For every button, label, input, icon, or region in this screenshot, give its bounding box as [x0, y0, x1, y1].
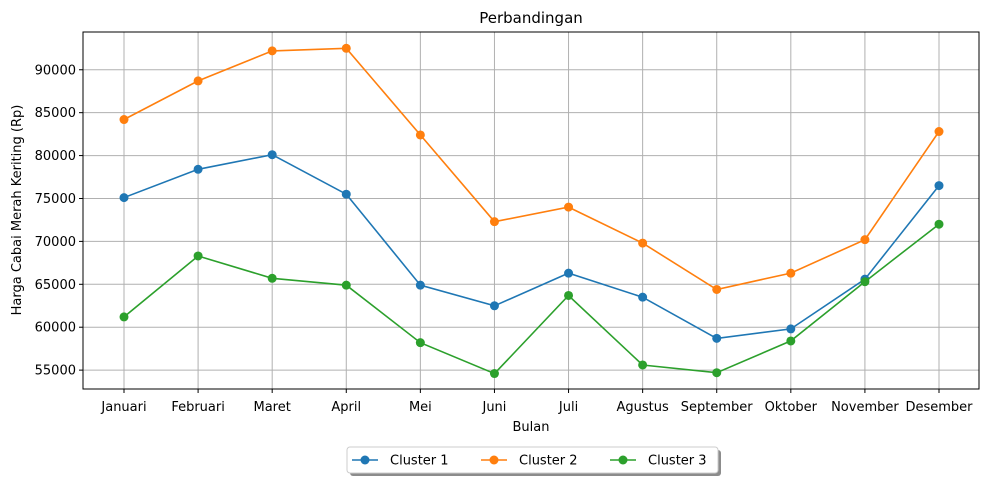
x-tick-label: Juni — [481, 400, 506, 415]
data-point — [193, 164, 203, 174]
data-point — [564, 268, 574, 278]
y-tick-label: 75000 — [35, 192, 76, 207]
chart-title: Perbandingan — [479, 9, 583, 27]
x-tick-label: Oktober — [765, 400, 818, 415]
data-point — [489, 217, 499, 227]
data-point — [341, 189, 351, 199]
y-axis-label: Harga Cabai Merah Keriting (Rp) — [10, 105, 25, 316]
data-point — [860, 277, 870, 287]
x-tick-label: Januari — [100, 400, 146, 415]
legend-items: Cluster 1 Cluster 2 Cluster 3 — [352, 454, 707, 469]
data-point — [489, 301, 499, 311]
legend-marker — [489, 455, 499, 465]
y-tick-label: 65000 — [35, 278, 76, 293]
x-tick-label: Desember — [905, 400, 973, 415]
y-tick-label: 55000 — [35, 364, 76, 379]
data-point — [415, 130, 425, 140]
grid-lines — [83, 32, 979, 389]
data-point — [934, 181, 944, 191]
data-point — [786, 324, 796, 334]
y-axis-ticks: 55000 60000 65000 70000 75000 80000 85000 90000 — [35, 63, 83, 379]
data-point — [786, 268, 796, 278]
y-tick-label: 85000 — [35, 106, 76, 121]
legend-entry: Cluster 1 — [352, 454, 449, 469]
legend-marker — [360, 455, 370, 465]
data-point — [341, 43, 351, 53]
series-group — [119, 43, 944, 379]
data-point — [712, 284, 722, 294]
x-tick-label: September — [681, 400, 754, 415]
data-point — [119, 115, 129, 125]
data-point — [638, 238, 648, 248]
x-tick-label: Juli — [558, 400, 578, 415]
y-tick-label: 90000 — [35, 63, 76, 78]
data-point — [564, 290, 574, 300]
data-point — [267, 46, 277, 56]
data-point — [564, 202, 574, 212]
legend: Cluster 1 Cluster 2 Cluster 3 — [346, 446, 721, 476]
y-tick-label: 70000 — [35, 235, 76, 250]
legend-label: Cluster 2 — [519, 454, 578, 469]
data-point — [934, 127, 944, 137]
x-tick-label: Agustus — [616, 400, 668, 415]
plot-area — [82, 31, 980, 390]
data-point — [119, 193, 129, 203]
data-point — [638, 292, 648, 302]
data-point — [638, 360, 648, 370]
x-tick-label: Februari — [171, 400, 225, 415]
series-1 — [119, 150, 944, 343]
x-tick-label: November — [831, 400, 899, 415]
legend-label: Cluster 3 — [648, 454, 707, 469]
data-point — [712, 368, 722, 378]
x-axis-label: Bulan — [513, 420, 550, 435]
data-point — [860, 235, 870, 245]
data-point — [267, 150, 277, 160]
data-point — [341, 280, 351, 290]
data-point — [712, 333, 722, 343]
series-line — [123, 153, 940, 340]
data-point — [786, 336, 796, 346]
y-tick-label: 60000 — [35, 321, 76, 336]
y-tick-label: 80000 — [35, 149, 76, 164]
legend-marker — [618, 455, 628, 465]
data-point — [267, 273, 277, 283]
legend-entry: Cluster 2 — [481, 454, 578, 469]
data-point — [489, 369, 499, 379]
data-point — [119, 312, 129, 322]
data-point — [193, 76, 203, 86]
x-tick-label: April — [331, 400, 361, 415]
data-point — [193, 251, 203, 261]
legend-entry: Cluster 3 — [610, 454, 707, 469]
series-line — [123, 223, 940, 375]
series-3 — [119, 219, 944, 379]
legend-box — [346, 446, 719, 474]
data-point — [415, 280, 425, 290]
legend-label: Cluster 1 — [390, 454, 449, 469]
data-point — [934, 219, 944, 229]
x-tick-label: Mei — [409, 400, 432, 415]
x-tick-label: Maret — [254, 400, 291, 415]
x-axis-ticks: Januari Februari Maret April Mei Juni Juli Agus… — [100, 389, 973, 415]
data-point — [415, 338, 425, 348]
series-line — [123, 47, 940, 291]
series-2 — [119, 43, 944, 294]
